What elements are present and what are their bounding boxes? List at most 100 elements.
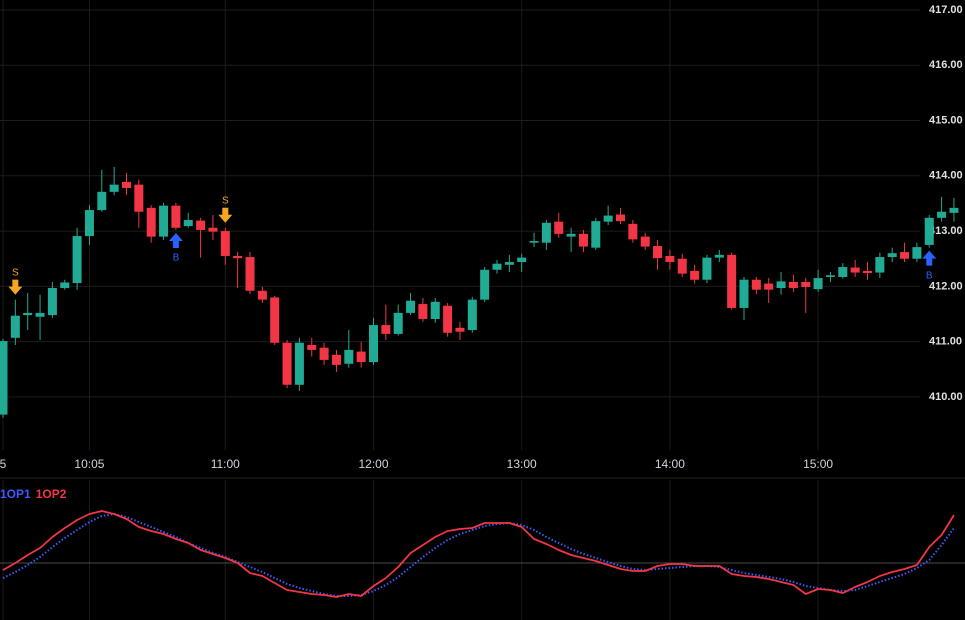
candle-body — [10, 315, 20, 338]
signal-label: B — [926, 270, 933, 281]
candle-body — [949, 207, 959, 213]
candle-body — [294, 342, 304, 385]
candle-body — [788, 281, 798, 289]
candle-body — [640, 236, 650, 247]
candle-body — [72, 236, 82, 284]
candle-body — [319, 347, 329, 360]
candle-body — [344, 349, 354, 364]
candle-body — [850, 267, 860, 273]
candle-body — [566, 233, 576, 237]
x-tick-label: 11:00 — [211, 457, 240, 471]
sell-arrow — [218, 207, 233, 223]
candle-body — [369, 325, 378, 363]
y-tick-label: 415.00 — [929, 114, 963, 126]
candle-body — [900, 252, 910, 259]
candle-body — [504, 262, 514, 265]
candle-body — [233, 255, 243, 259]
candle-body — [257, 290, 267, 300]
candle-body — [912, 247, 922, 259]
candle-body — [776, 281, 786, 289]
x-tick-label: 5 — [0, 457, 7, 471]
candle-body — [443, 305, 453, 333]
candle-body — [430, 301, 440, 319]
candle-body — [937, 211, 947, 218]
buy-arrow — [922, 250, 937, 266]
candle-body — [529, 241, 539, 243]
candle-body — [23, 312, 33, 316]
candle-body — [665, 255, 675, 263]
signal-label: S — [12, 267, 19, 278]
candle-body — [220, 231, 230, 256]
candle-body — [307, 344, 317, 350]
candle-body — [541, 222, 551, 243]
candle-body — [591, 221, 601, 248]
candle-body — [159, 205, 169, 237]
signal-label: S — [222, 195, 229, 206]
candle-body — [208, 227, 218, 232]
candle-body — [60, 282, 70, 289]
candle-body — [381, 325, 391, 334]
candle-body — [578, 233, 588, 247]
candle-body — [702, 257, 712, 280]
sell-arrow — [8, 279, 23, 295]
candle-body — [171, 205, 181, 228]
candle-body — [813, 278, 823, 290]
candle-body — [331, 354, 341, 365]
candle-body — [356, 351, 366, 363]
candle-body — [467, 299, 477, 331]
candle-body — [146, 207, 156, 237]
buy-arrow — [168, 232, 183, 248]
candle-body — [727, 254, 737, 308]
y-tick-label: 411.00 — [929, 336, 962, 348]
candle-body — [109, 184, 119, 192]
y-tick-label: 414.00 — [929, 170, 963, 182]
candle-body — [887, 253, 897, 258]
candle-body — [838, 267, 848, 277]
candle-body — [134, 184, 144, 212]
candle-body — [35, 312, 45, 317]
candle-body — [751, 279, 761, 290]
candle-body — [714, 254, 724, 258]
y-tick-label: 412.00 — [929, 280, 963, 292]
candle-body — [122, 181, 131, 188]
candle-body — [677, 258, 687, 274]
x-tick-label: 14:00 — [655, 457, 685, 471]
indicator-line — [2, 510, 955, 598]
candle-body — [739, 279, 749, 308]
candle-body — [455, 327, 465, 332]
candle-body — [825, 275, 835, 277]
candle-body — [616, 214, 625, 222]
candle-body — [924, 217, 934, 245]
candle-body — [406, 300, 416, 313]
candle-body — [0, 341, 8, 415]
candle-body — [492, 263, 502, 270]
candle-body — [270, 297, 280, 343]
candle-body — [282, 342, 292, 385]
candle-body — [801, 281, 811, 287]
candle-body — [690, 270, 700, 280]
legend-entry: 1OP2 — [36, 487, 67, 501]
candle-body — [97, 191, 107, 211]
candle-body — [47, 288, 57, 316]
candle-body — [418, 304, 428, 319]
signal-label: B — [173, 253, 180, 264]
y-tick-label: 417.00 — [929, 4, 963, 16]
x-tick-label: 15:00 — [803, 457, 833, 471]
candle-body — [554, 221, 564, 234]
indicator-line — [2, 513, 955, 597]
candle-body — [628, 223, 638, 240]
candle-body — [393, 312, 403, 334]
candle-body — [517, 257, 527, 263]
y-tick-label: 410.00 — [929, 391, 963, 403]
x-tick-label: 12:00 — [358, 457, 388, 471]
candle-body — [480, 269, 490, 300]
candle-body — [183, 220, 193, 227]
candle-body — [863, 270, 872, 274]
y-tick-label: 413.00 — [929, 225, 963, 237]
y-tick-label: 416.00 — [929, 59, 963, 71]
candle-body — [84, 210, 94, 237]
candle-body — [603, 215, 613, 222]
x-tick-label: 10:05 — [74, 457, 104, 471]
